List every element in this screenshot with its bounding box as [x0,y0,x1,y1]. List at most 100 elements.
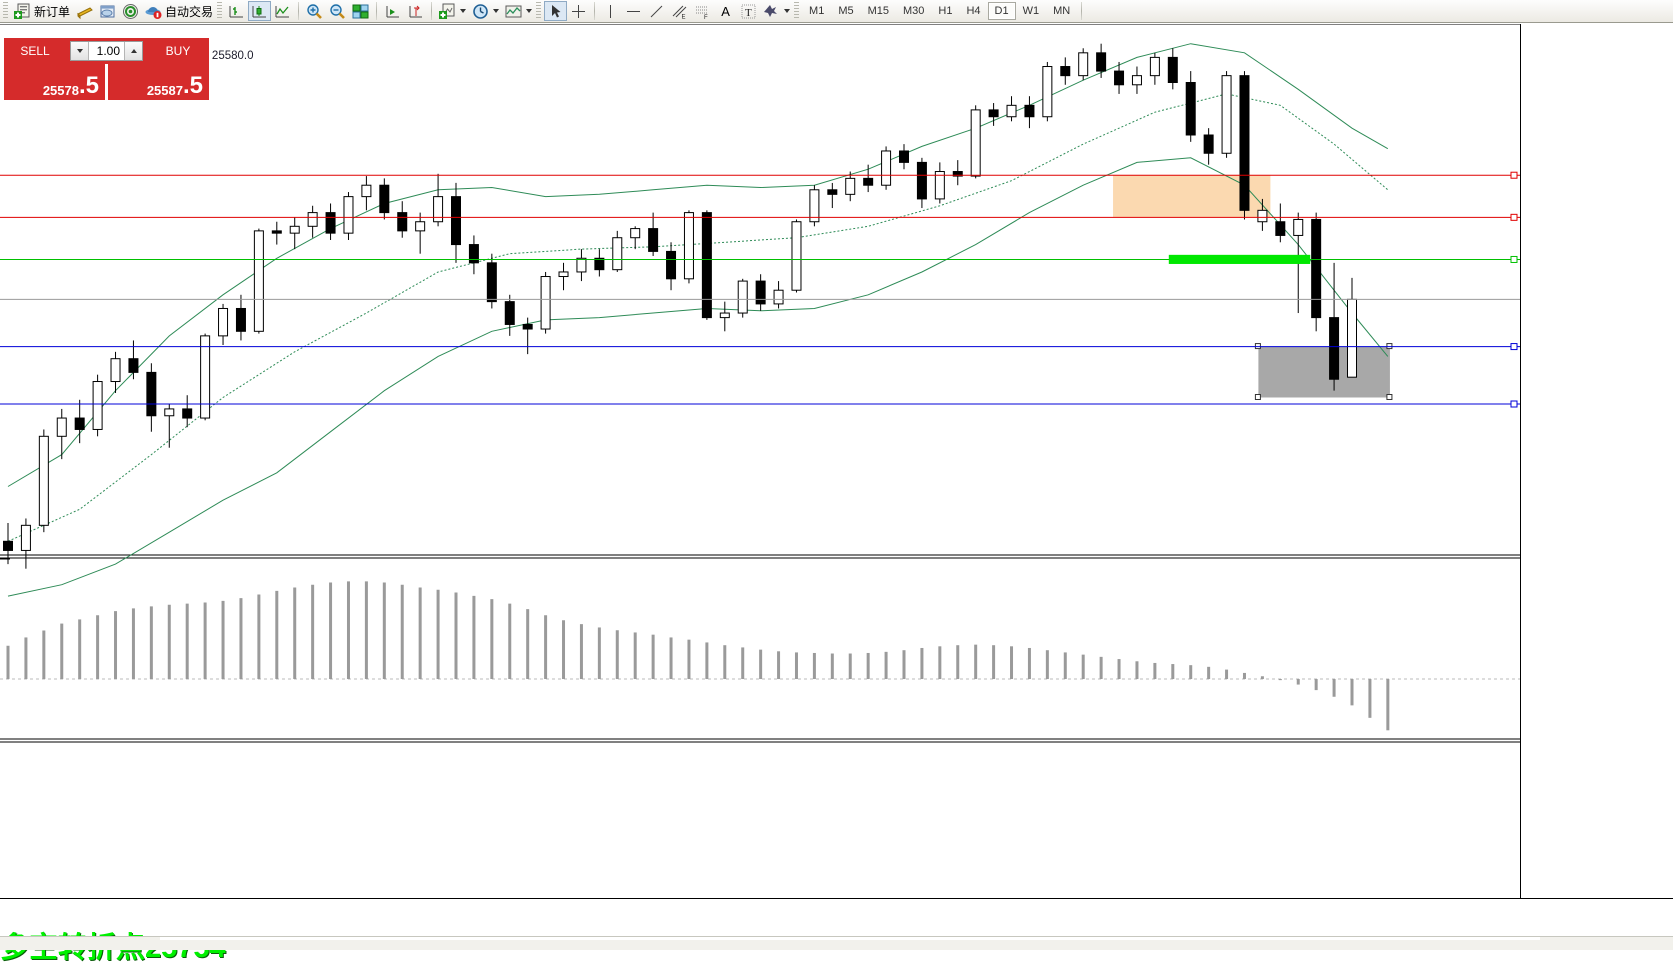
buy-price-integer: 25587 [146,83,183,98]
line-chart-icon [274,3,291,20]
cloud-window-icon [99,3,116,20]
volume-increase-button[interactable] [124,42,142,60]
text-label-tool-button[interactable]: T [737,1,760,21]
timeframe-d1[interactable]: D1 [987,2,1016,20]
timeframe-m15[interactable]: M15 [867,5,889,17]
toolbar-grip-3[interactable] [536,2,542,20]
sell-price-integer: 25578 [42,83,79,98]
zoom-in-button[interactable] [303,1,326,21]
buy-price-display[interactable]: 25587 .5 [108,64,209,100]
toolbar-separator-5 [1081,2,1083,20]
chevron-down-icon[interactable] [493,9,500,13]
navigator-button[interactable] [119,1,142,21]
equidistant-channel-tool-button[interactable]: E [668,1,691,21]
text-tool-button[interactable]: A [714,1,737,21]
templates-button[interactable] [502,1,535,21]
sell-price-display[interactable]: 25578 .5 [4,64,105,100]
auto-scroll-button[interactable] [381,1,404,21]
channel-icon: E [671,3,688,20]
periods-button[interactable] [469,1,502,21]
shapes-icon [763,3,780,20]
cursor-tool-button[interactable] [544,1,568,21]
toolbar-separator-3 [431,2,433,20]
chart-shift-icon [407,3,424,20]
vertical-line-icon [602,3,619,20]
volume-input[interactable]: 1.00 [96,44,120,58]
add-indicator-icon [439,3,456,20]
chart-window[interactable]: DJ30-,Daily 25239.0 25674.0 25238.0 2558… [0,24,1673,964]
tile-windows-icon [352,3,369,20]
buy-price-decimal: .5 [182,72,203,99]
horizontal-line-icon [625,3,642,20]
timeframe-mn[interactable]: MN [1053,5,1071,17]
chevron-down-icon[interactable] [526,9,533,13]
chevron-down-icon[interactable] [460,9,467,13]
chevron-down-icon[interactable] [784,9,791,13]
autotrading-label: 自动交易 [165,4,214,19]
tab-scroll-thumb[interactable] [160,937,1540,940]
zoom-out-icon [329,3,346,20]
history-center-button[interactable] [73,1,96,21]
horizontal-line-tool-button[interactable] [622,1,645,21]
timeframe-m30[interactable]: M30 [903,5,925,17]
indicators-button[interactable] [436,1,469,21]
clock-icon [472,3,489,20]
one-click-trading-panel[interactable]: SELL 1.00 BUY 25578 .5 25587 .5 [4,38,209,100]
new-order-icon [14,3,31,20]
auto-scroll-icon [384,3,401,20]
bar-chart-icon [228,3,245,20]
timeframe-h1[interactable]: H1 [938,5,953,17]
timeframe-m1[interactable]: M1 [809,5,825,17]
volume-decrease-button[interactable] [71,42,89,60]
vertical-line-tool-button[interactable] [599,1,622,21]
crosshair-tool-button[interactable] [567,1,590,21]
fibonacci-icon: F [694,3,711,20]
toolbar-separator-2 [376,2,378,20]
buy-button[interactable]: BUY [147,38,209,64]
zoom-out-button[interactable] [326,1,349,21]
fibonacci-tool-button[interactable]: F [691,1,714,21]
chart-canvas[interactable] [0,24,1520,924]
zoom-in-icon [306,3,323,20]
svg-text:E: E [682,14,686,20]
chart-shift-button[interactable] [404,1,427,21]
volume-stepper[interactable]: 1.00 [66,38,147,64]
radar-icon [122,3,139,20]
one-click-top-row: SELL 1.00 BUY [4,38,209,64]
toolbar-grip[interactable] [3,2,8,20]
market-watch-button[interactable] [96,1,119,21]
window-tab-strip[interactable] [0,936,1673,950]
price-scale[interactable] [1520,24,1673,924]
svg-text:T: T [745,7,752,19]
trendline-tool-button[interactable] [645,1,668,21]
template-icon [505,3,522,20]
toolbar-separator-4 [594,2,596,20]
toolbar-separator-1 [298,2,300,20]
sell-price-decimal: .5 [78,72,99,99]
robot-hat-icon [145,3,162,20]
price-plot-area[interactable]: 多空转折点25754 [0,24,1520,964]
line-chart-button[interactable] [271,1,294,21]
new-order-button[interactable]: 新订单 [11,1,73,21]
svg-text:F: F [704,15,708,20]
timeframe-m5[interactable]: M5 [838,5,854,17]
text-label-icon: T [740,3,757,20]
crosshair-icon [570,3,587,20]
toolbar-grip-4[interactable] [794,2,800,20]
timeframe-h4[interactable]: H4 [966,5,981,17]
tile-windows-button[interactable] [349,1,372,21]
new-order-label: 新订单 [34,4,71,19]
timeframe-w1[interactable]: W1 [1022,5,1040,17]
sell-button[interactable]: SELL [4,38,66,64]
time-scale[interactable] [0,898,1673,924]
bar-chart-button[interactable] [225,1,248,21]
candlestick-icon [251,3,268,20]
toolbar-grip-2[interactable] [217,2,223,20]
trendline-icon [648,3,665,20]
shapes-tool-button[interactable] [760,1,793,21]
text-icon: A [721,3,730,19]
main-toolbar: 新订单 [0,0,1673,23]
candlestick-chart-button[interactable] [248,1,272,21]
autotrading-button[interactable]: 自动交易 [142,1,216,21]
arrow-cursor-icon [547,3,564,20]
